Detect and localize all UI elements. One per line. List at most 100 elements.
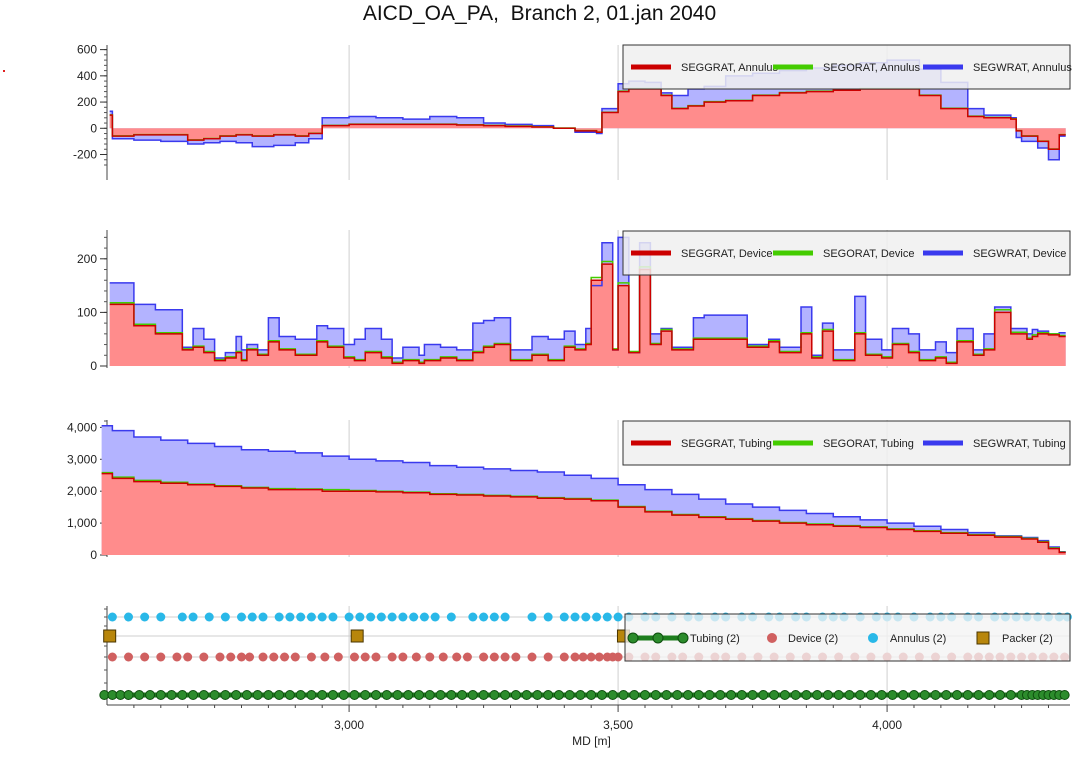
tubing-marker xyxy=(1005,690,1016,700)
panel-annulus: -200 0 200 400 600 SEGGRAT, Annulus SEGORAT, A… xyxy=(73,43,1072,180)
tubing-marker xyxy=(435,690,446,700)
legend-label: SEGGRAT, Tubing xyxy=(681,438,772,450)
device-marker xyxy=(527,652,537,662)
y-tick-label: 2,000 xyxy=(67,484,97,498)
device-marker xyxy=(613,652,623,662)
y-tick-label: 0 xyxy=(90,359,97,373)
tubing-marker xyxy=(844,690,855,700)
annulus-marker xyxy=(419,612,429,622)
legend-swatch xyxy=(976,631,990,645)
annulus-marker xyxy=(602,612,612,622)
tubing-marker xyxy=(639,690,650,700)
annulus-marker xyxy=(489,612,499,622)
legend-label: Packer (2) xyxy=(1002,633,1053,645)
tubing-marker xyxy=(995,690,1006,700)
annulus-marker xyxy=(220,612,230,622)
annulus-marker xyxy=(543,612,553,622)
tubing-marker xyxy=(908,690,919,700)
device-marker xyxy=(594,652,604,662)
legend-swatch xyxy=(627,632,639,644)
tubing-marker xyxy=(704,690,715,700)
y-tick-label: 4,000 xyxy=(67,420,97,434)
annulus-marker xyxy=(285,612,295,622)
legend-label: SEGWRAT, Tubing xyxy=(973,438,1066,450)
annulus-marker xyxy=(581,612,591,622)
tubing-marker xyxy=(812,690,823,700)
legend-label: SEGWRAT, Device xyxy=(973,248,1066,260)
tubing-marker xyxy=(575,690,586,700)
panel-tubing: 0 1,000 2,000 3,000 4,000 SEGGRAT, Tubing SEGO… xyxy=(67,420,1071,562)
device-marker xyxy=(586,652,596,662)
annulus-marker xyxy=(107,612,117,622)
tubing-marker xyxy=(188,690,199,700)
tubing-marker xyxy=(198,690,209,700)
tubing-marker xyxy=(231,690,242,700)
legend-label: Annulus (2) xyxy=(890,633,946,645)
tubing-marker xyxy=(295,690,306,700)
panel-device: 0 100 200 SEGGRAT, Device SEGORAT, Device SEG… xyxy=(77,230,1071,373)
tubing-marker xyxy=(252,690,263,700)
annulus-marker xyxy=(156,612,166,622)
tubing-marker xyxy=(360,690,371,700)
device-marker xyxy=(258,652,268,662)
device-marker xyxy=(245,652,255,662)
annulus-marker xyxy=(344,612,354,622)
tubing-marker xyxy=(338,690,349,700)
tubing-marker xyxy=(887,690,898,700)
annulus-marker xyxy=(613,612,623,622)
tubing-marker xyxy=(661,690,672,700)
tubing-marker xyxy=(392,690,403,700)
device-marker xyxy=(511,652,521,662)
device-marker xyxy=(140,652,150,662)
legend-label: SEGORAT, Tubing xyxy=(823,438,914,450)
y-tick-label: 600 xyxy=(77,43,97,57)
tubing-marker xyxy=(166,690,177,700)
annulus-marker xyxy=(376,612,386,622)
tubing-marker xyxy=(209,690,220,700)
tubing-marker xyxy=(973,690,984,700)
device-marker xyxy=(425,652,435,662)
annulus-marker xyxy=(500,612,510,622)
tubing-marker xyxy=(855,690,866,700)
annulus-marker xyxy=(124,612,134,622)
tubing-marker xyxy=(693,690,704,700)
device-marker xyxy=(172,652,182,662)
legend-label: Tubing (2) xyxy=(690,633,740,645)
annulus-marker xyxy=(188,612,198,622)
legend-swatch xyxy=(652,632,664,644)
tubing-marker xyxy=(467,690,478,700)
tubing-marker xyxy=(543,690,554,700)
tubing-marker xyxy=(790,690,801,700)
y-tick-label: 100 xyxy=(77,305,97,319)
tubing-marker xyxy=(317,690,328,700)
legend-box xyxy=(622,230,1071,276)
legend-swatch xyxy=(767,633,777,643)
device-marker xyxy=(124,652,134,662)
annulus-marker xyxy=(274,612,284,622)
x-tick-label: 3,000 xyxy=(334,718,364,732)
device-marker xyxy=(411,652,421,662)
tubing-marker xyxy=(274,690,285,700)
series-line-water xyxy=(101,425,1066,553)
tubing-marker xyxy=(134,690,145,700)
y-tick-label: -200 xyxy=(73,148,97,162)
tubing-marker xyxy=(747,690,758,700)
tubing-marker xyxy=(564,690,575,700)
device-marker xyxy=(215,652,225,662)
annulus-marker xyxy=(306,612,316,622)
annulus-marker xyxy=(446,612,456,622)
tubing-marker xyxy=(984,690,995,700)
annulus-marker xyxy=(366,612,376,622)
tubing-marker xyxy=(1059,690,1070,700)
tubing-marker xyxy=(414,690,425,700)
tubing-marker xyxy=(553,690,564,700)
tubing-marker xyxy=(500,690,511,700)
packer-marker xyxy=(103,629,117,643)
tubing-marker xyxy=(284,690,295,700)
series-line-gas xyxy=(109,263,1066,365)
device-marker xyxy=(306,652,316,662)
series-area-gas xyxy=(109,88,1066,150)
annulus-marker xyxy=(430,612,440,622)
tubing-marker xyxy=(457,690,468,700)
